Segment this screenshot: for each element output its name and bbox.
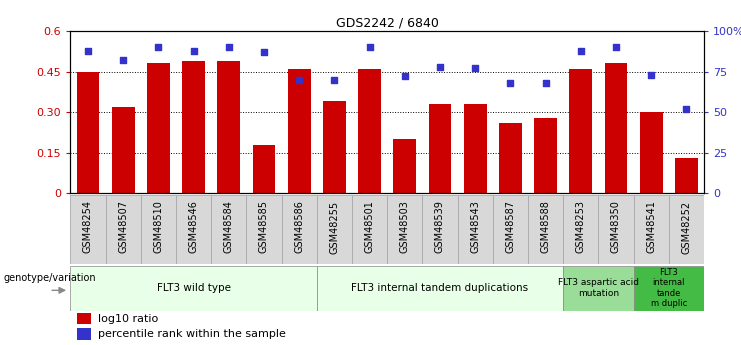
Text: FLT3 wild type: FLT3 wild type: [156, 283, 230, 293]
Bar: [211, 195, 246, 264]
Bar: [288, 69, 310, 193]
Point: [364, 45, 376, 50]
Bar: [76, 71, 99, 193]
Text: GSM48588: GSM48588: [541, 200, 551, 253]
Text: GSM48501: GSM48501: [365, 200, 374, 253]
Bar: [639, 112, 662, 193]
Bar: [634, 195, 668, 264]
Point: [575, 48, 587, 53]
Bar: [77, 313, 90, 324]
Text: GSM48587: GSM48587: [505, 200, 515, 254]
Point: [223, 45, 235, 50]
Bar: [634, 266, 704, 311]
Text: GSM48584: GSM48584: [224, 200, 233, 253]
Bar: [323, 101, 346, 193]
Bar: [182, 61, 205, 193]
Point: [469, 66, 481, 71]
Point: [117, 58, 129, 63]
Text: GSM48546: GSM48546: [189, 200, 199, 253]
Text: genotype/variation: genotype/variation: [4, 273, 96, 283]
Bar: [675, 158, 698, 193]
Bar: [605, 63, 628, 193]
Bar: [253, 145, 276, 193]
Text: GSM48507: GSM48507: [119, 200, 128, 254]
Text: GSM48539: GSM48539: [435, 200, 445, 253]
Bar: [141, 195, 176, 264]
Point: [82, 48, 94, 53]
Text: GSM48586: GSM48586: [294, 200, 304, 253]
Text: GSM48503: GSM48503: [400, 200, 410, 253]
Text: GSM48510: GSM48510: [153, 200, 163, 253]
Text: GSM48255: GSM48255: [330, 200, 339, 254]
Bar: [422, 195, 457, 264]
Bar: [217, 61, 240, 193]
Bar: [534, 118, 557, 193]
Bar: [112, 107, 135, 193]
Point: [610, 45, 622, 50]
Bar: [563, 195, 598, 264]
Bar: [358, 69, 381, 193]
Bar: [428, 104, 451, 193]
Bar: [563, 266, 634, 311]
Point: [153, 45, 165, 50]
Text: GSM48541: GSM48541: [646, 200, 656, 253]
Bar: [569, 69, 592, 193]
Bar: [70, 195, 105, 264]
Bar: [316, 266, 563, 311]
Bar: [457, 195, 493, 264]
Title: GDS2242 / 6840: GDS2242 / 6840: [336, 17, 439, 30]
Bar: [528, 195, 563, 264]
Point: [539, 80, 551, 86]
Bar: [282, 195, 316, 264]
Point: [399, 74, 411, 79]
Text: log10 ratio: log10 ratio: [99, 314, 159, 324]
Text: GSM48350: GSM48350: [611, 200, 621, 253]
Text: FLT3
internal
tande
m duplic: FLT3 internal tande m duplic: [651, 268, 687, 308]
Text: GSM48585: GSM48585: [259, 200, 269, 254]
Text: FLT3 internal tandem duplications: FLT3 internal tandem duplications: [351, 283, 528, 293]
Bar: [493, 195, 528, 264]
Point: [434, 64, 446, 69]
Bar: [70, 266, 316, 311]
Point: [645, 72, 657, 78]
Bar: [176, 195, 211, 264]
Bar: [246, 195, 282, 264]
Bar: [316, 195, 352, 264]
Bar: [499, 123, 522, 193]
Text: GSM48543: GSM48543: [471, 200, 480, 253]
Bar: [387, 195, 422, 264]
Bar: [352, 195, 387, 264]
Text: GSM48252: GSM48252: [682, 200, 691, 254]
Bar: [105, 195, 141, 264]
Text: GSM48254: GSM48254: [83, 200, 93, 254]
Bar: [598, 195, 634, 264]
Text: FLT3 aspartic acid
mutation: FLT3 aspartic acid mutation: [558, 278, 639, 298]
Bar: [464, 104, 487, 193]
Point: [505, 80, 516, 86]
Point: [187, 48, 199, 53]
Point: [293, 77, 305, 82]
Point: [258, 49, 270, 55]
Point: [328, 77, 340, 82]
Text: GSM48253: GSM48253: [576, 200, 585, 254]
Bar: [147, 63, 170, 193]
Bar: [77, 328, 90, 340]
Text: percentile rank within the sample: percentile rank within the sample: [99, 329, 286, 339]
Bar: [668, 195, 704, 264]
Point: [680, 106, 692, 112]
Bar: [393, 139, 416, 193]
